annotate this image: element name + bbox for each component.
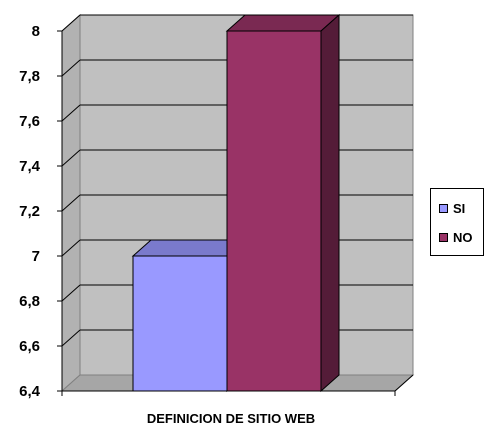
bar-side-no (320, 13, 340, 393)
legend-item-no: NO (439, 230, 473, 245)
y-tick-label: 7,4 (19, 158, 41, 175)
y-tick-label: 8 (32, 23, 40, 40)
gridline-side (61, 59, 81, 77)
legend-item-si: SI (439, 201, 465, 216)
y-tick-label: 7,2 (19, 203, 40, 220)
legend-label-si: SI (453, 201, 466, 216)
x-axis-depth-line (394, 374, 414, 392)
legend-swatch-no (439, 233, 448, 242)
bar-front-si (132, 255, 228, 392)
bars (131, 13, 341, 393)
bar-top-no (225, 14, 341, 32)
bar-front-no (226, 30, 322, 392)
gridline-side (61, 194, 81, 212)
bar-no (225, 13, 341, 393)
gridline-side (61, 239, 81, 257)
gridline-side (61, 284, 81, 302)
gridline-side (61, 149, 81, 167)
y-tick-label: 7,8 (19, 68, 40, 85)
y-tick-label: 7 (32, 248, 40, 265)
gridline-side (61, 14, 81, 32)
y-tick-label: 6,4 (19, 383, 41, 400)
y-tick-label: 6,6 (19, 338, 40, 355)
legend-label-no: NO (453, 230, 473, 245)
legend: SI NO (430, 188, 484, 256)
gridline-side (61, 104, 81, 122)
y-tick-label: 6,8 (19, 293, 40, 310)
x-axis-title: DEFINICION DE SITIO WEB (147, 411, 315, 426)
y-tick-label: 7,6 (19, 113, 40, 130)
y-axis: 6,4 6,6 6,8 7 7,2 7,4 7,6 7,8 8 (19, 23, 414, 400)
legend-swatch-si (439, 204, 448, 213)
gridline-side (61, 329, 81, 347)
